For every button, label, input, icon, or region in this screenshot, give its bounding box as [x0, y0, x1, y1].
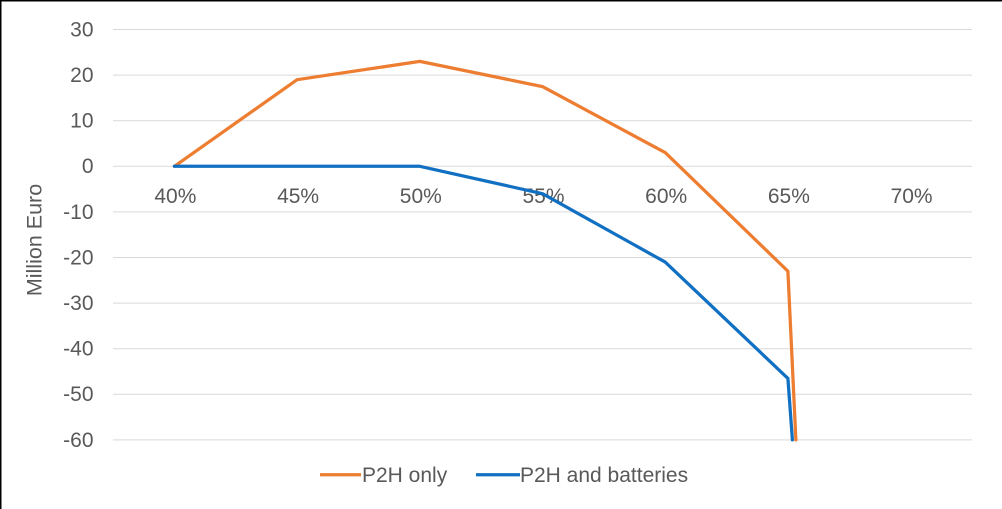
svg-text:40%: 40%	[154, 185, 196, 208]
svg-text:-30: -30	[63, 292, 93, 315]
svg-text:70%: 70%	[891, 185, 933, 208]
svg-text:50%: 50%	[400, 185, 442, 208]
svg-text:Million Euro: Million Euro	[23, 184, 47, 296]
svg-text:10: 10	[70, 110, 93, 133]
svg-text:-40: -40	[63, 338, 93, 361]
svg-text:-60: -60	[63, 429, 93, 452]
svg-text:60%: 60%	[645, 185, 687, 208]
svg-text:65%: 65%	[768, 185, 810, 208]
svg-text:-10: -10	[63, 201, 93, 224]
svg-text:0: 0	[82, 155, 94, 178]
svg-text:-20: -20	[63, 246, 93, 269]
svg-text:30: 30	[70, 18, 93, 41]
svg-text:20: 20	[70, 64, 93, 87]
svg-text:-50: -50	[63, 383, 93, 406]
svg-text:45%: 45%	[277, 185, 319, 208]
svg-text:55%: 55%	[522, 185, 564, 208]
svg-text:P2H and batteries: P2H and batteries	[520, 464, 688, 487]
svg-text:P2H only: P2H only	[362, 464, 448, 487]
